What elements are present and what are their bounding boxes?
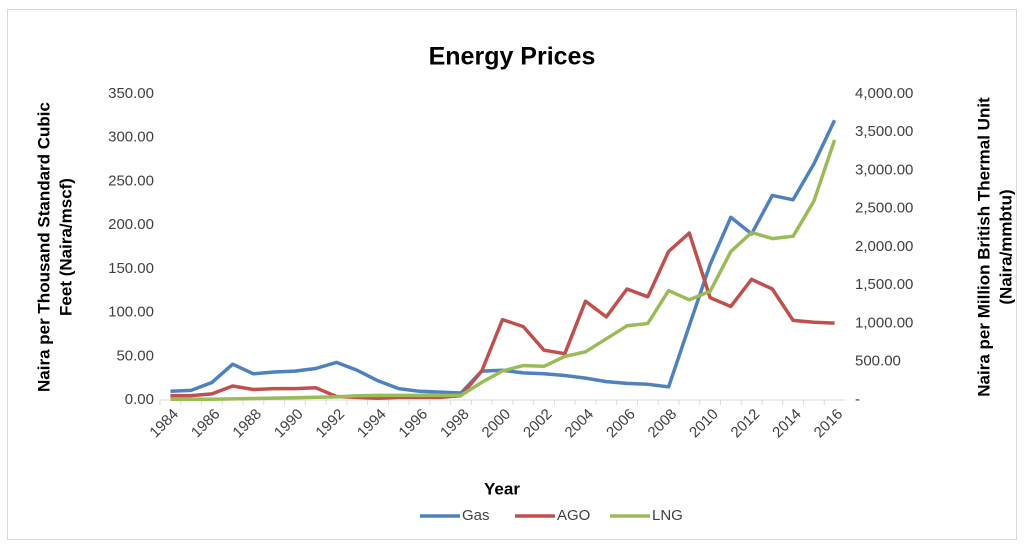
y-tick-label: 200.00 xyxy=(108,216,154,233)
y2-tick-label: 1,000.00 xyxy=(855,314,913,331)
y2-tick-label: 2,500.00 xyxy=(855,200,913,217)
y2-tick-label: - xyxy=(855,391,860,408)
y2-axis-title: Naira per Million British Thermal Unit xyxy=(974,97,993,397)
series-line xyxy=(170,139,837,401)
legend-label: AGO xyxy=(557,507,590,524)
legend-label: Gas xyxy=(462,507,490,524)
y2-tick-label: 2,000.00 xyxy=(855,238,913,255)
legend-label: LNG xyxy=(652,507,683,524)
y-tick-label: 350.00 xyxy=(108,85,154,102)
y-tick-label: 250.00 xyxy=(108,172,154,189)
y2-tick-label: 1,500.00 xyxy=(855,276,913,293)
series-line xyxy=(170,231,835,401)
y2-tick-label: 3,500.00 xyxy=(855,123,913,140)
chart-frame xyxy=(7,9,1017,540)
x-axis-title: Year xyxy=(484,479,520,498)
y-tick-label: 50.00 xyxy=(116,347,154,364)
y-tick-label: 150.00 xyxy=(108,260,154,277)
y-axis-title: Naira per Thousand Standard Cubic xyxy=(34,102,53,392)
y2-tick-label: 500.00 xyxy=(855,353,901,370)
y-tick-label: 100.00 xyxy=(108,304,154,321)
y-tick-label: 300.00 xyxy=(108,129,154,146)
y2-tick-label: 3,000.00 xyxy=(855,161,913,178)
y2-tick-label: 4,000.00 xyxy=(855,85,913,102)
y2-axis-title: (Naira/mmbtu) xyxy=(996,189,1015,304)
y-axis-title: Feet (Naira/mscf) xyxy=(56,178,75,316)
y-tick-label: 0.00 xyxy=(125,391,154,408)
chart-title: Energy Prices xyxy=(429,43,596,71)
